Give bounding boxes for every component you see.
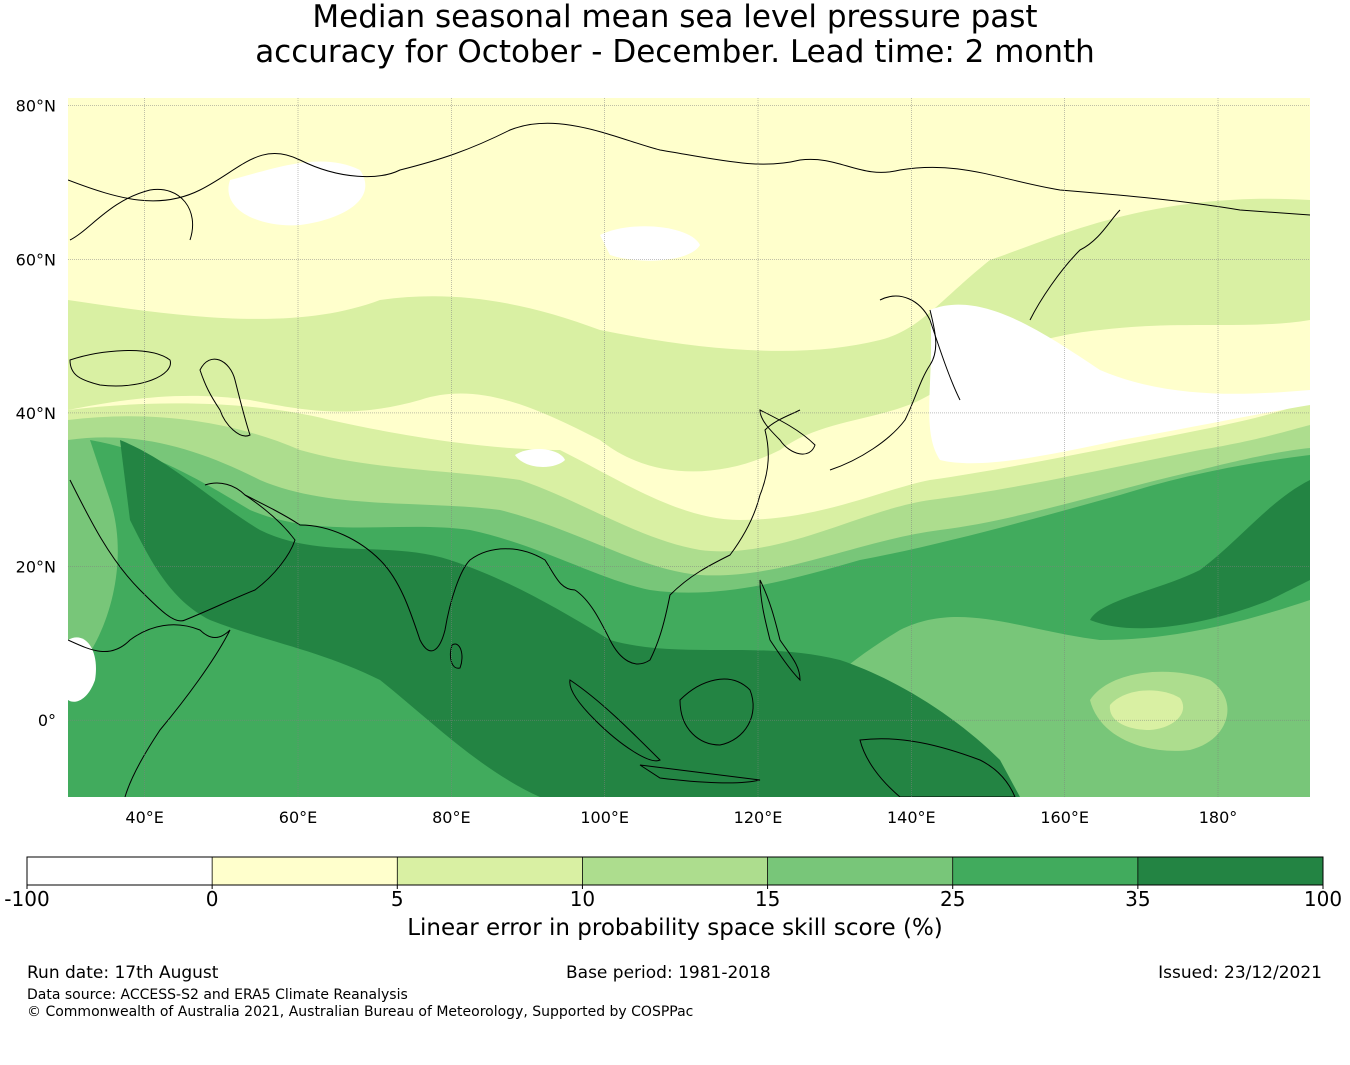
base-period: Base period: 1981-2018 bbox=[566, 963, 771, 983]
colorbar-segment bbox=[212, 857, 398, 885]
lat-tick-label: 80°N bbox=[16, 97, 56, 116]
lon-tick-label: 180° bbox=[1199, 808, 1238, 827]
skill-zone-35-100-east bbox=[1090, 480, 1310, 629]
lat-tick-label: 0° bbox=[38, 711, 56, 730]
lon-tick-label: 140°E bbox=[887, 808, 936, 827]
coastline-sri-lanka bbox=[449, 643, 463, 669]
coastline-japan bbox=[829, 309, 937, 471]
latitude-labels: 80°N 60°N 40°N 20°N 0° bbox=[16, 97, 56, 731]
coastlines bbox=[68, 122, 1310, 797]
coastline-caspian bbox=[199, 358, 251, 437]
run-date: Run date: 17th August bbox=[27, 963, 219, 983]
data-source: Data source: ACCESS-S2 and ERA5 Climate … bbox=[27, 987, 408, 1003]
copyright: © Commonwealth of Australia 2021, Austra… bbox=[27, 1004, 694, 1020]
coastline-korea-china bbox=[759, 409, 816, 455]
colorbar-segment bbox=[397, 857, 583, 885]
coastline-black-sea bbox=[69, 350, 171, 387]
colorbar-tick-label: 5 bbox=[391, 887, 404, 911]
skill-field bbox=[68, 98, 1310, 797]
lat-tick-label: 20°N bbox=[16, 558, 56, 577]
colorbar-tick-label: 35 bbox=[1125, 887, 1150, 911]
issued-date: Issued: 23/12/2021 bbox=[1158, 963, 1322, 983]
colorbar-segment bbox=[952, 857, 1138, 885]
lon-tick-label: 120°E bbox=[734, 808, 783, 827]
colorbar-segment bbox=[27, 857, 213, 885]
colorbar-outline bbox=[26, 856, 1324, 886]
colorbar-tick-labels: -100 0 5 10 15 25 35 100 bbox=[4, 885, 1342, 911]
colorbar-tick-label: 15 bbox=[755, 887, 780, 911]
lon-tick-label: 60°E bbox=[279, 808, 317, 827]
coastline-philippines bbox=[759, 579, 801, 682]
map-title-line-2: accuracy for October - December. Lead ti… bbox=[255, 34, 1095, 70]
lon-tick-label: 160°E bbox=[1040, 808, 1089, 827]
coastline-kamchatka bbox=[1029, 209, 1121, 321]
colorbar-tick-label: 0 bbox=[206, 887, 219, 911]
colorbar-tick-label: -100 bbox=[4, 887, 49, 911]
colorbar-tick-label: 10 bbox=[570, 887, 595, 911]
graticule bbox=[68, 98, 1310, 797]
skill-zone-negative-arabia bbox=[68, 637, 96, 702]
lon-tick-label: 40°E bbox=[125, 808, 163, 827]
colorbar-tick-label: 25 bbox=[940, 887, 965, 911]
lon-tick-label: 80°E bbox=[432, 808, 470, 827]
coastline-sumatra bbox=[569, 679, 661, 762]
colorbar bbox=[26, 856, 1324, 886]
colorbar-segment bbox=[1137, 857, 1323, 885]
lon-tick-label: 100°E bbox=[580, 808, 629, 827]
skill-zone-negative-northwest bbox=[228, 161, 366, 226]
colorbar-segment bbox=[582, 857, 768, 885]
colorbar-segment bbox=[767, 857, 953, 885]
skill-zone-negative-tibet bbox=[515, 448, 565, 467]
skill-zone-negative-pacific bbox=[929, 304, 1310, 464]
lat-tick-label: 60°N bbox=[16, 250, 56, 269]
coastline-borneo bbox=[679, 678, 754, 746]
skill-zone-35-100-west bbox=[120, 440, 1020, 797]
coastline-scandinavia bbox=[69, 188, 194, 241]
coastline-east-africa bbox=[68, 624, 231, 797]
coastline-java bbox=[639, 764, 761, 784]
coastline-persian bbox=[244, 494, 576, 652]
coastline-okhotsk bbox=[879, 295, 961, 401]
skill-zone-negative-siberia bbox=[600, 226, 700, 261]
coastline-arctic bbox=[68, 122, 1310, 216]
coastline-southeast-asia bbox=[574, 409, 801, 665]
coastline-new-guinea bbox=[859, 738, 1016, 797]
longitude-labels: 40°E 60°E 80°E 100°E 120°E 140°E 160°E 180° bbox=[125, 808, 1237, 827]
colorbar-label: Linear error in probability space skill … bbox=[407, 915, 943, 941]
lat-tick-label: 40°N bbox=[16, 404, 56, 423]
skill-zone-25-35 bbox=[68, 440, 1310, 797]
map-title-line-1: Median seasonal mean sea level pressure … bbox=[312, 0, 1038, 35]
skill-zone-5-10 bbox=[68, 198, 1310, 472]
colorbar-tick-label: 100 bbox=[1304, 887, 1342, 911]
